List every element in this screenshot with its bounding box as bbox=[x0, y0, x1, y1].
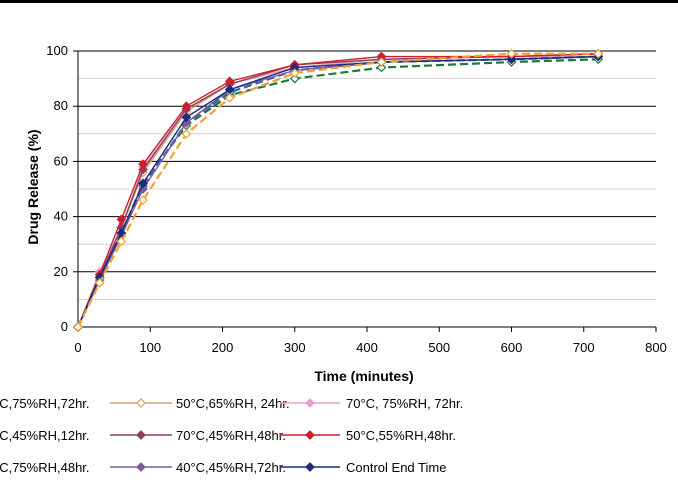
legend-label: 70°C, 75%RH, 72hr. bbox=[346, 396, 463, 411]
x-tick-label: 500 bbox=[428, 340, 450, 355]
series-9 bbox=[73, 48, 604, 332]
legend-item: 50°C,65%RH, 24hr. bbox=[176, 396, 340, 411]
x-tick-label: 100 bbox=[139, 340, 161, 355]
legend-item: °C,45%RH,12hr. bbox=[0, 428, 172, 443]
legend-label: 50°C,65%RH, 24hr. bbox=[176, 396, 290, 411]
data-point bbox=[138, 195, 148, 205]
data-point bbox=[116, 236, 127, 247]
data-point bbox=[138, 178, 148, 189]
series-line bbox=[77, 53, 599, 328]
series-lines bbox=[73, 48, 604, 332]
legend-label: 40°C,45%RH,72hr. bbox=[176, 460, 286, 475]
legend-item: 70°C, 75%RH, 72hr. bbox=[346, 396, 463, 411]
series-8 bbox=[73, 51, 604, 332]
data-point bbox=[224, 93, 235, 103]
data-point bbox=[376, 62, 387, 73]
legend-swatch-marker bbox=[305, 398, 315, 408]
data-point bbox=[138, 159, 148, 170]
series-2 bbox=[73, 51, 604, 332]
y-tick-label: 100 bbox=[46, 43, 68, 58]
gridlines bbox=[78, 50, 656, 300]
series-5 bbox=[73, 48, 604, 332]
legend-label: °C,75%RH,48hr. bbox=[0, 460, 90, 475]
series-4 bbox=[73, 48, 604, 332]
data-point bbox=[376, 57, 387, 67]
legend-item: 50°C,55%RH,48hr. bbox=[346, 428, 456, 443]
y-tick-label: 20 bbox=[54, 264, 68, 279]
data-point bbox=[593, 48, 604, 59]
axes bbox=[73, 50, 657, 332]
data-point bbox=[289, 68, 300, 78]
legend-label: 50°C,55%RH,48hr. bbox=[346, 428, 456, 443]
series-line bbox=[77, 55, 599, 328]
data-point bbox=[116, 214, 127, 225]
legend-swatch-marker bbox=[305, 430, 315, 440]
series-7 bbox=[73, 51, 604, 332]
series-line bbox=[76, 58, 599, 328]
top-border-rule bbox=[0, 0, 678, 3]
x-tick-label: 400 bbox=[356, 340, 378, 355]
y-tick-label: 40 bbox=[54, 209, 68, 224]
y-tick-label: 80 bbox=[54, 98, 68, 113]
legend-item: °C,75%RH,48hr. bbox=[0, 460, 172, 475]
legend-item: 40°C,45%RH,72hr. bbox=[176, 460, 340, 475]
data-point bbox=[181, 128, 192, 139]
x-tick-label: 200 bbox=[212, 340, 234, 355]
legend-swatch-marker bbox=[136, 430, 146, 440]
legend-swatch-marker bbox=[136, 398, 146, 408]
y-tick-label: 60 bbox=[54, 153, 68, 168]
legend-item: °C,75%RH,72hr. bbox=[0, 396, 172, 411]
data-point bbox=[181, 101, 192, 112]
legend-label: °C,45%RH,12hr. bbox=[0, 428, 90, 443]
x-tick-label: 300 bbox=[284, 340, 306, 355]
x-tick-label: 800 bbox=[645, 340, 667, 355]
x-tick-label: 0 bbox=[74, 340, 81, 355]
series-line bbox=[77, 53, 599, 328]
data-point bbox=[94, 277, 105, 288]
series-line bbox=[77, 55, 599, 328]
legend-label: 70°C,45%RH,48hr. bbox=[176, 428, 286, 443]
data-point bbox=[506, 54, 517, 65]
series-6 bbox=[73, 51, 604, 332]
series-3 bbox=[73, 54, 604, 332]
x-tick-label: 700 bbox=[573, 340, 595, 355]
data-point bbox=[506, 48, 517, 59]
series-line bbox=[77, 52, 599, 328]
y-axis-title: Drug Release (%) bbox=[25, 129, 41, 244]
tick-labels: 0 20 40 60 80 100 0 100 200 300 400 500 600 700 800 bbox=[46, 43, 667, 355]
data-point bbox=[289, 73, 300, 84]
series-line bbox=[77, 53, 599, 328]
data-point bbox=[181, 112, 192, 123]
legend: °C,75%RH,72hr. 50°C,65%RH, 24hr. 70°C, 75%… bbox=[0, 396, 463, 475]
legend-swatch-marker bbox=[305, 462, 315, 472]
legend-item: Control End Time bbox=[346, 460, 446, 475]
series-1 bbox=[73, 48, 604, 332]
legend-swatch-marker bbox=[136, 462, 146, 472]
legend-label: °C,75%RH,72hr. bbox=[0, 396, 90, 411]
legend-item: 70°C,45%RH,48hr. bbox=[176, 428, 340, 443]
legend-label: Control End Time bbox=[346, 460, 446, 475]
series-line bbox=[77, 55, 599, 328]
y-tick-label: 0 bbox=[61, 319, 68, 334]
series-line bbox=[76, 55, 599, 328]
x-tick-label: 600 bbox=[501, 340, 523, 355]
x-axis-title: Time (minutes) bbox=[314, 368, 413, 384]
data-point bbox=[73, 322, 83, 332]
